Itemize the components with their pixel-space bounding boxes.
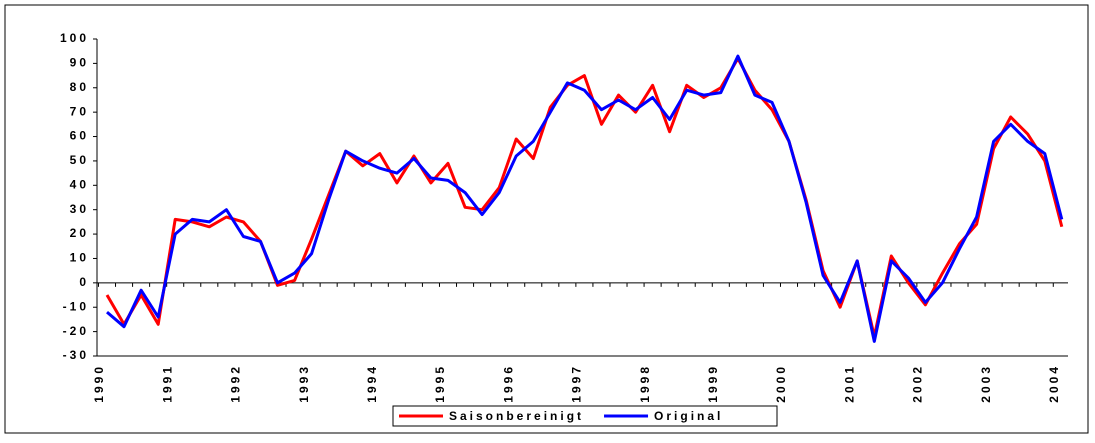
x-tick-label: 1999	[706, 364, 720, 403]
y-tick-label: 0	[79, 275, 89, 289]
x-tick-label: 1995	[433, 364, 447, 403]
x-tick-label: 1996	[501, 364, 515, 403]
x-tick-label: 1992	[229, 364, 243, 403]
chart-frame	[4, 4, 1089, 434]
y-tick-label: 10	[70, 251, 89, 265]
legend-label: Saisonbereinigt	[449, 409, 584, 423]
legend-label: Original	[654, 409, 723, 423]
x-tick-label: 2001	[842, 364, 856, 403]
x-tick-label: 2000	[774, 364, 788, 403]
y-tick-label: -20	[63, 324, 89, 338]
x-tick-label: 1994	[365, 364, 379, 403]
x-tick-label: 2002	[911, 364, 925, 403]
y-tick-label: 30	[70, 202, 89, 216]
y-tick-label: -10	[63, 299, 89, 313]
y-tick-label: 80	[70, 80, 89, 94]
legend-box	[392, 405, 778, 427]
y-tick-label: 50	[70, 153, 89, 167]
x-tick-label: 2003	[979, 364, 993, 403]
x-tick-label: 1998	[638, 364, 652, 403]
x-tick-label: 1990	[92, 364, 106, 403]
x-tick-label: 1991	[160, 364, 174, 403]
y-tick-label: 40	[70, 177, 89, 191]
series-line	[106, 54, 1064, 343]
y-tick-label: -30	[63, 348, 89, 362]
x-tick-label: 1997	[570, 364, 584, 403]
y-tick-label: 20	[70, 226, 89, 240]
y-tick-label: 90	[70, 56, 89, 70]
y-tick-label: 70	[70, 104, 89, 118]
y-tick-label: 60	[70, 129, 89, 143]
y-tick-label: 100	[60, 31, 89, 45]
x-tick-label: 1993	[297, 364, 311, 403]
x-tick-label: 2004	[1047, 364, 1061, 403]
